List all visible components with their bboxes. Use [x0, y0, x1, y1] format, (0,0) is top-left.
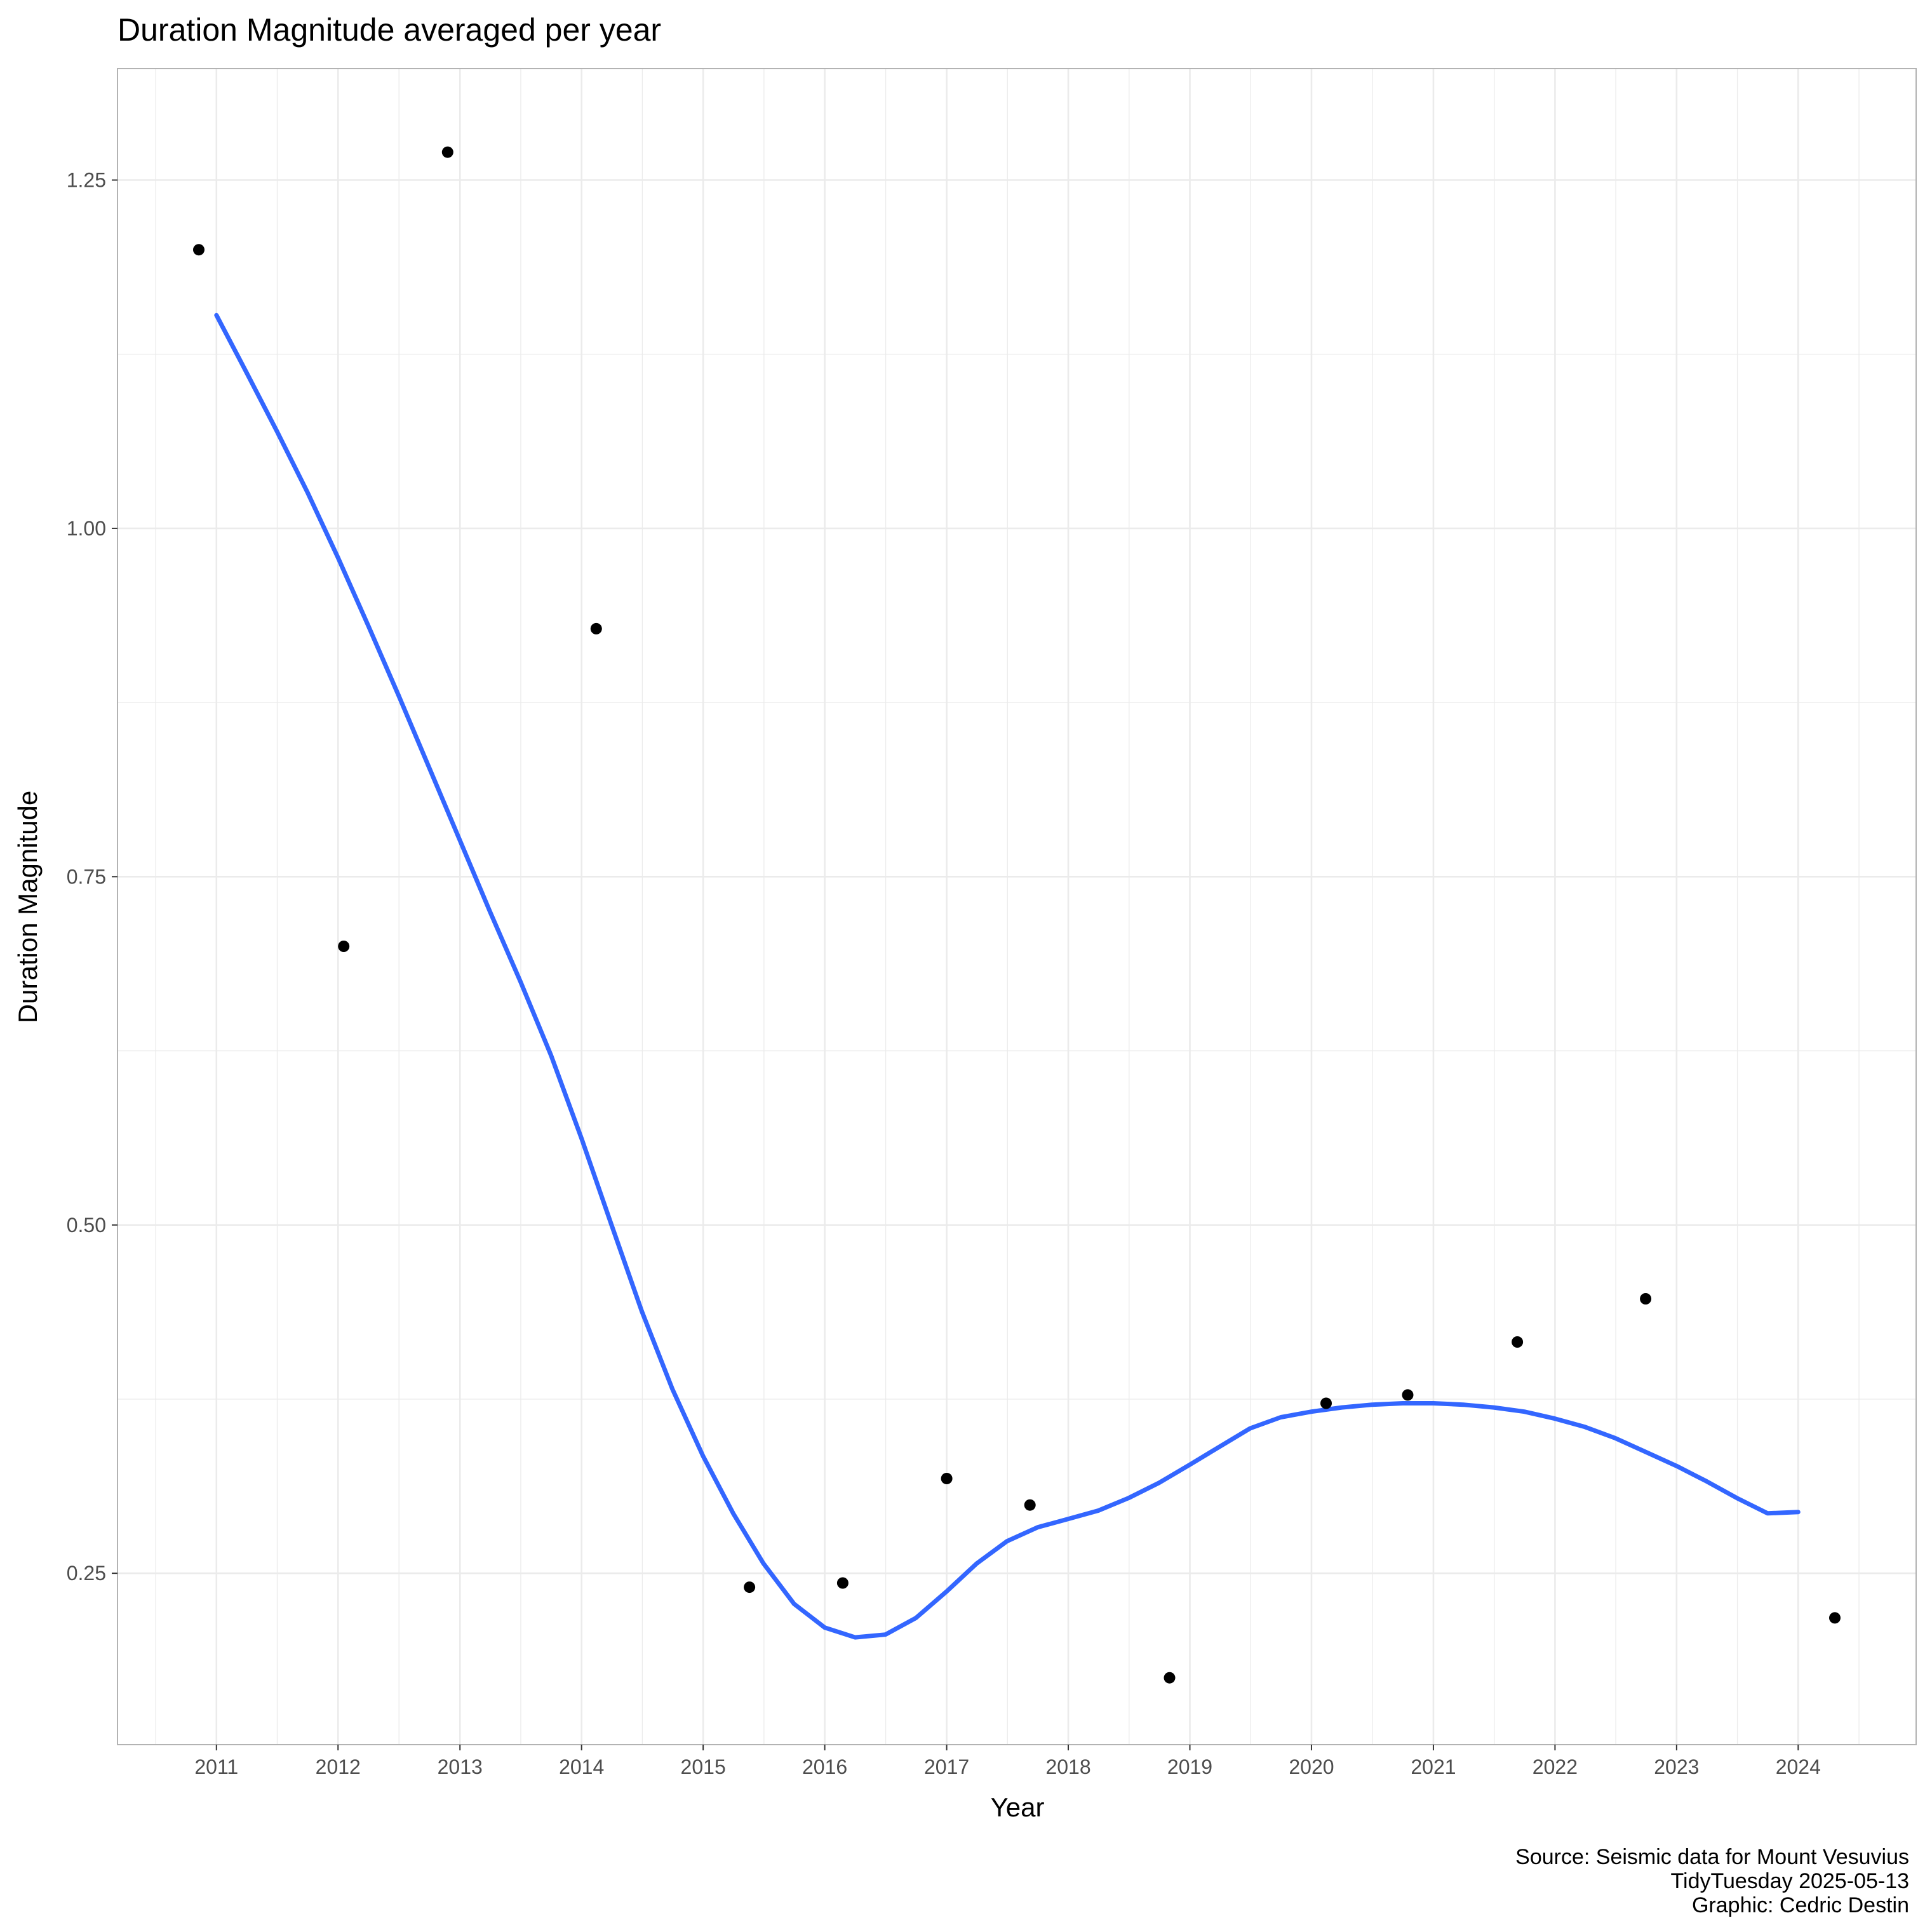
data-point — [941, 1473, 953, 1484]
grid-minor-y — [117, 354, 1916, 1400]
x-tick-label: 2019 — [1167, 1755, 1212, 1778]
data-point — [1512, 1336, 1524, 1348]
y-axis-ticks: 0.25 0.50 0.75 1.00 1.25 — [67, 168, 117, 1585]
data-point — [836, 1577, 849, 1589]
x-tick-label: 2015 — [681, 1755, 726, 1778]
y-tick-label: 0.50 — [67, 1214, 106, 1237]
x-tick-label: 2011 — [194, 1755, 238, 1778]
x-tick-label: 2018 — [1045, 1755, 1090, 1778]
data-point — [441, 146, 453, 158]
y-tick-label: 1.00 — [67, 517, 106, 540]
smooth-trend-line — [214, 312, 1801, 1640]
panel-border — [117, 68, 1917, 1745]
data-point — [1402, 1389, 1414, 1401]
data-points — [193, 146, 1841, 1684]
grid-minor-x — [155, 69, 1860, 1745]
y-tick-label: 1.25 — [67, 168, 106, 191]
data-point — [338, 941, 350, 952]
data-point — [1640, 1293, 1652, 1305]
y-axis-title: Duration Magnitude — [13, 791, 43, 1024]
caption-graphic: Graphic: Cedric Destin — [1692, 1893, 1909, 1917]
data-point — [1829, 1612, 1841, 1624]
x-tick-label: 2022 — [1533, 1755, 1578, 1778]
x-tick-label: 2021 — [1411, 1755, 1456, 1778]
y-tick-label: 0.25 — [67, 1562, 106, 1585]
x-tick-label: 2012 — [316, 1755, 361, 1778]
x-axis-ticks: 2011 2012 2013 2014 2015 2016 2017 2018 2019 2020… — [194, 1745, 1821, 1778]
x-tick-label: 2013 — [438, 1755, 483, 1778]
y-tick-label: 0.75 — [67, 865, 106, 888]
caption-source: Source: Seismic data for Mount Vesuvius — [1515, 1845, 1909, 1869]
x-tick-label: 2017 — [924, 1755, 969, 1778]
data-point — [1024, 1499, 1036, 1511]
x-tick-label: 2023 — [1654, 1755, 1699, 1778]
x-tick-label: 2024 — [1776, 1755, 1821, 1778]
data-point — [1164, 1672, 1176, 1684]
grid-major-y — [117, 179, 1916, 1574]
x-tick-label: 2020 — [1289, 1755, 1334, 1778]
data-point — [744, 1581, 756, 1593]
grid-major-x — [215, 69, 1799, 1745]
chart-title: Duration Magnitude averaged per year — [117, 12, 661, 48]
data-point — [590, 622, 602, 634]
x-axis-title: Year — [991, 1792, 1045, 1822]
data-point — [1320, 1397, 1332, 1409]
data-point — [193, 244, 205, 256]
x-tick-label: 2016 — [802, 1755, 847, 1778]
x-tick-label: 2014 — [559, 1755, 604, 1778]
caption-tidytuesday: TidyTuesday 2025-05-13 — [1671, 1869, 1909, 1893]
